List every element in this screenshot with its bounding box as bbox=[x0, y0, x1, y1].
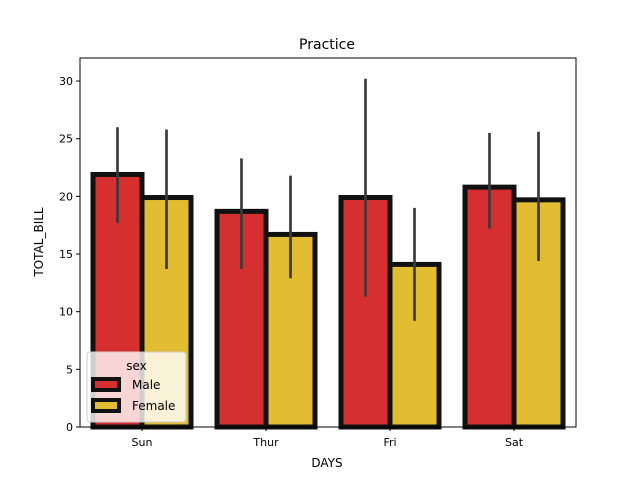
legend-label-female: Female bbox=[132, 399, 175, 413]
y-tick-label: 10 bbox=[59, 306, 73, 319]
legend-swatch-male bbox=[91, 377, 121, 392]
y-tick-label: 15 bbox=[59, 248, 73, 261]
x-tick-label: Fri bbox=[383, 436, 396, 449]
axes-frame bbox=[79, 57, 577, 428]
plot-area: 0 5 10 15 20 25 30 Sun Thur Fri Sat bbox=[59, 57, 577, 449]
y-axis-label: TOTAL_BILL bbox=[32, 207, 46, 278]
y-tick-label: 25 bbox=[59, 133, 73, 146]
legend: sex Male Female bbox=[86, 351, 187, 423]
legend-label-male: Male bbox=[132, 378, 160, 392]
x-tick-label: Thur bbox=[252, 436, 279, 449]
x-tick-label: Sun bbox=[132, 436, 153, 449]
y-tick-label: 20 bbox=[59, 190, 73, 203]
legend-title: sex bbox=[126, 359, 147, 373]
y-tick-label: 0 bbox=[66, 421, 73, 434]
y-tick-label: 5 bbox=[66, 363, 73, 376]
legend-swatch-female bbox=[91, 398, 121, 413]
x-tick-label: Sat bbox=[505, 436, 524, 449]
x-axis-label: DAYS bbox=[311, 456, 342, 470]
y-tick-label: 30 bbox=[59, 75, 73, 88]
chart-title: Practice bbox=[299, 37, 355, 53]
